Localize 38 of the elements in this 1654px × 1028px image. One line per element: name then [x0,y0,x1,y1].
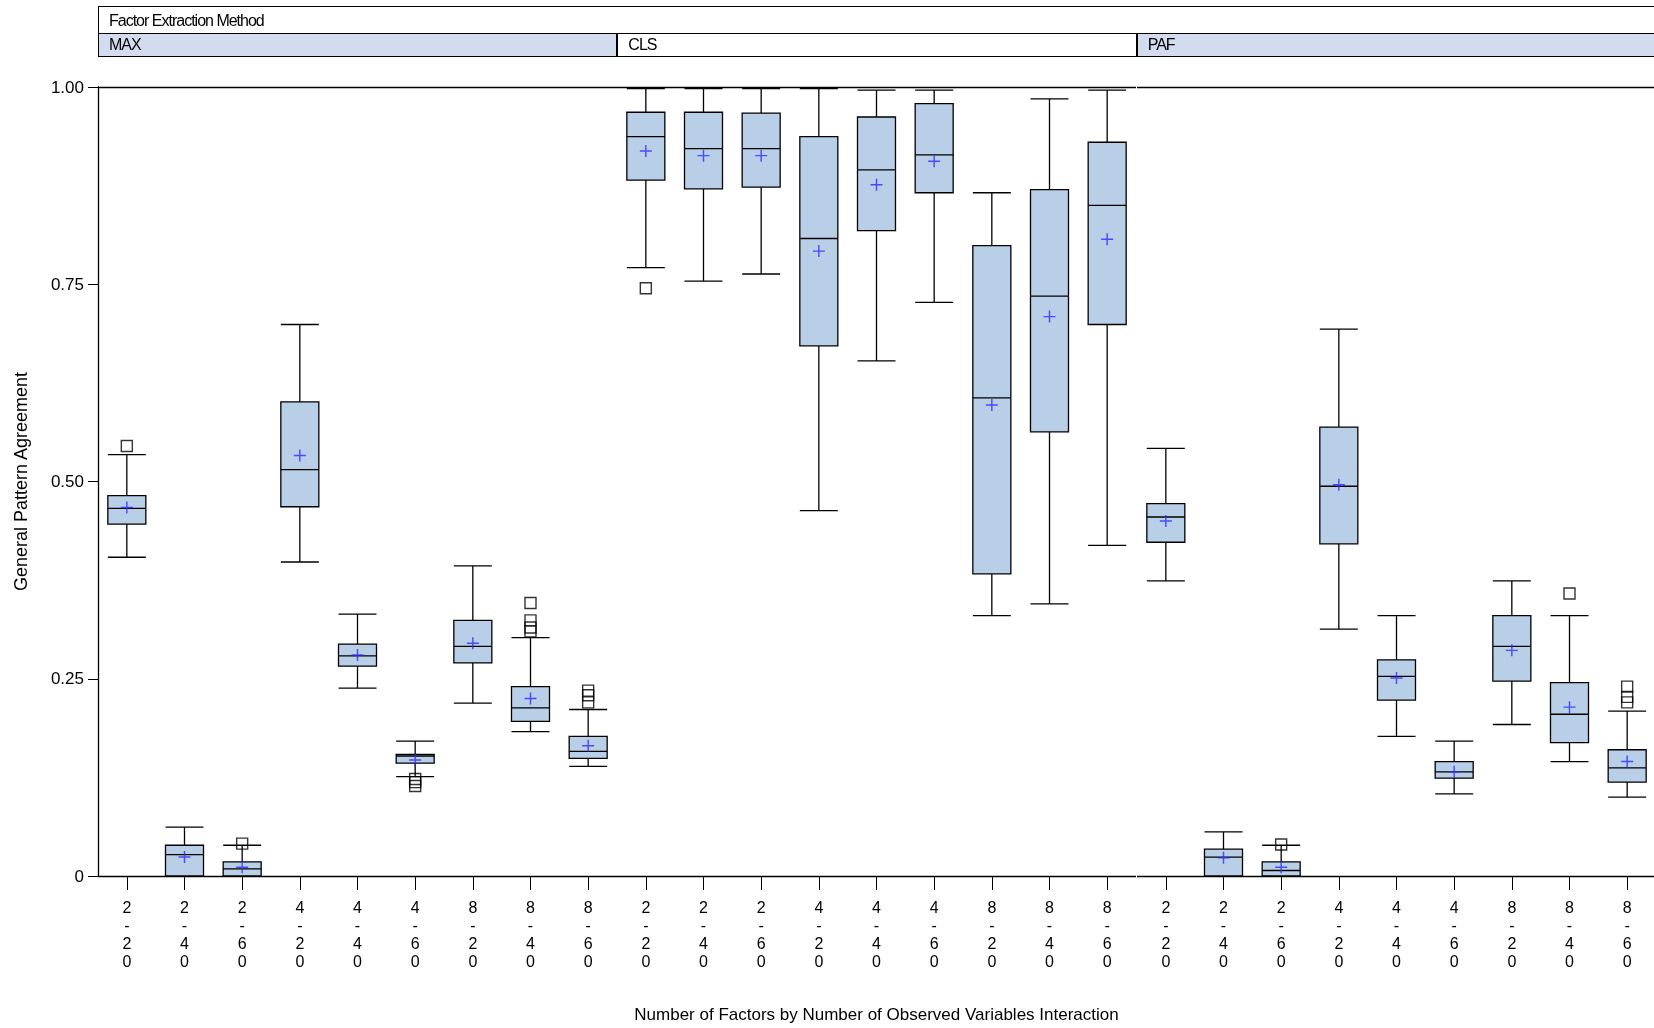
x-tick-label: 4-60 [930,898,940,970]
y-tick-label: 0.75 [50,274,84,294]
x-tick-label: 4-40 [872,898,882,970]
chart-title: CLS [617,33,1137,57]
x-tick-label: 8-40 [1564,898,1574,970]
chart-title: MAX [98,33,618,57]
x-tick-label: 8-60 [1622,898,1632,970]
x-tick-label: 2-40 [180,898,190,970]
x-tick-label: 8-60 [1103,898,1113,970]
x-tick-label: 8-20 [1507,898,1517,970]
x-tick-label: 4-20 [814,898,824,970]
y-tick-label: 0.50 [50,472,84,491]
x-tick-label: 8-20 [468,898,478,970]
x-tick-label: 2-60 [1276,898,1286,970]
y-tick-label: 0.25 [50,669,84,689]
x-tick-label: 4-40 [1391,898,1401,970]
chart-title: PAF [1136,33,1654,57]
x-tick-label: 8-60 [583,898,593,970]
x-tick-label: 4-20 [295,898,305,970]
x-tick-label: 8-40 [526,898,536,970]
x-tick-label: 4-20 [1334,898,1344,970]
x-tick-label: 4-40 [353,898,363,970]
y-tick-label: 0 [74,866,84,886]
x-tick-label: 2-20 [122,898,132,970]
x-tick-label: 2-60 [757,898,767,970]
x-tick-label: 2-20 [641,898,651,970]
x-axis-title: Number of Factors by Number of Observed Variables Interaction [634,1005,1120,1024]
text: Factor Extraction Method [98,6,1654,34]
x-tick-label: 8-40 [1045,898,1055,970]
x-tick-label: 8-20 [987,898,997,970]
x-tick-label: 2-40 [699,898,709,970]
x-tick-label: 2-20 [1161,898,1171,970]
x-tick-label: 4-60 [410,898,420,970]
y-axis-title: General Pattern Agreement [11,371,31,592]
x-tick-label: 2-60 [237,898,247,970]
y-tick-label: 1.00 [50,77,84,97]
x-tick-label: 4-60 [1449,898,1459,970]
x-tick-label: 2-40 [1218,898,1228,970]
